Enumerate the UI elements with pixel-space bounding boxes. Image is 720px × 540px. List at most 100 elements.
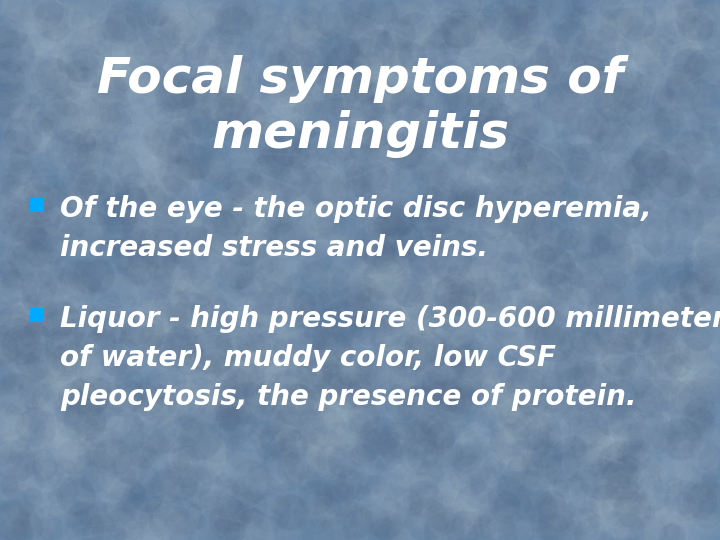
Point: [694, 63, 706, 72]
Point: [336, 492, 348, 501]
Point: [429, 293, 441, 301]
Point: [589, 379, 600, 388]
Point: [680, 453, 691, 462]
Point: [671, 393, 683, 401]
Point: [35, 462, 47, 470]
Point: [490, 386, 501, 395]
Point: [693, 119, 705, 128]
Point: [226, 414, 238, 423]
Point: [85, 334, 96, 342]
Point: [253, 263, 265, 272]
Point: [60, 432, 71, 441]
Point: [435, 157, 446, 165]
Point: [522, 376, 534, 384]
Point: [418, 17, 430, 26]
Point: [78, 68, 90, 77]
Point: [146, 333, 158, 341]
Point: [565, 31, 577, 40]
Point: [451, 306, 462, 315]
Point: [665, 357, 677, 366]
Point: [181, 89, 192, 98]
Point: [0, 42, 8, 50]
Point: [568, 11, 580, 19]
Point: [0, 374, 6, 382]
Point: [481, 415, 492, 423]
Point: [9, 319, 21, 328]
Point: [0, 505, 9, 514]
Point: [41, 121, 53, 130]
Point: [460, 379, 472, 387]
Point: [586, 344, 598, 353]
Point: [68, 224, 80, 233]
Point: [252, 247, 264, 255]
Point: [652, 153, 663, 161]
Point: [397, 472, 408, 481]
Point: [184, 272, 195, 281]
Point: [460, 301, 472, 309]
Point: [528, 504, 540, 513]
Point: [222, 510, 234, 518]
Point: [96, 122, 108, 131]
Point: [310, 56, 321, 64]
Point: [490, 83, 501, 92]
Point: [407, 381, 418, 390]
Point: [367, 286, 379, 294]
Point: [505, 524, 517, 533]
Point: [495, 389, 507, 398]
Point: [606, 2, 618, 11]
Point: [222, 535, 233, 540]
Point: [479, 23, 490, 31]
Point: [145, 256, 156, 265]
Point: [605, 89, 616, 98]
Point: [352, 325, 364, 333]
Point: [711, 228, 720, 237]
Point: [135, 52, 147, 60]
Point: [78, 0, 89, 7]
Point: [174, 454, 186, 462]
Point: [649, 60, 660, 69]
Point: [347, 245, 359, 254]
Point: [149, 279, 161, 287]
Point: [484, 142, 495, 151]
Point: [662, 346, 674, 354]
Point: [646, 494, 657, 502]
Point: [246, 114, 258, 123]
Point: [402, 352, 413, 360]
Point: [168, 138, 179, 147]
Point: [26, 98, 37, 106]
Point: [681, 487, 693, 495]
Point: [585, 446, 597, 455]
Point: [490, 416, 502, 425]
Point: [507, 424, 518, 433]
Point: [636, 257, 648, 266]
Point: [375, 93, 387, 102]
Point: [166, 511, 177, 520]
Point: [398, 239, 410, 247]
Point: [73, 198, 85, 207]
Point: [678, 282, 690, 291]
Point: [32, 483, 43, 491]
Point: [608, 373, 619, 381]
Point: [184, 31, 195, 40]
Point: [526, 249, 537, 258]
Point: [409, 330, 420, 339]
Point: [305, 418, 317, 427]
Point: [472, 490, 484, 499]
Point: [246, 474, 257, 483]
Point: [66, 188, 77, 197]
Point: [161, 527, 173, 536]
Point: [435, 326, 446, 335]
Point: [695, 24, 706, 32]
Point: [390, 402, 401, 411]
Point: [213, 299, 225, 307]
Point: [287, 48, 298, 56]
Point: [370, 481, 382, 489]
Point: [441, 510, 452, 519]
Point: [91, 431, 103, 440]
Point: [696, 0, 707, 6]
Point: [644, 394, 655, 403]
Point: [156, 208, 168, 217]
Point: [72, 279, 84, 287]
Point: [408, 54, 419, 63]
Point: [504, 316, 516, 325]
